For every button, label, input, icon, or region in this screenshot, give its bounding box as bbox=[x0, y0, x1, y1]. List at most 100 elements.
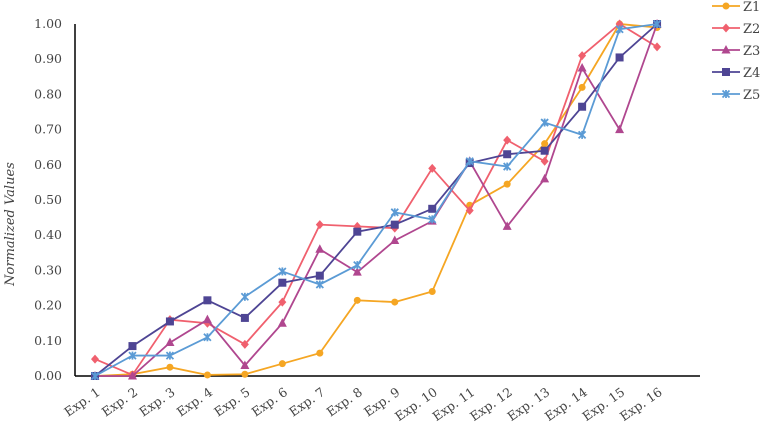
circle-marker-icon bbox=[316, 349, 324, 357]
x-tick-label: Exp. 5 bbox=[211, 384, 252, 419]
y-tick-label: 0.50 bbox=[34, 192, 62, 207]
diamond-marker-icon bbox=[540, 156, 549, 166]
star-marker-icon bbox=[652, 19, 662, 29]
triangle-marker-icon bbox=[315, 244, 325, 253]
legend-item-z2: Z2 bbox=[712, 22, 760, 37]
diamond-marker-icon bbox=[578, 51, 587, 61]
circle-marker-icon bbox=[278, 360, 286, 368]
square-marker-icon bbox=[503, 150, 512, 159]
triangle-marker-icon bbox=[240, 360, 250, 369]
series-line bbox=[94, 22, 658, 377]
diamond-marker-icon bbox=[653, 42, 662, 52]
triangle-marker-icon bbox=[615, 124, 625, 134]
legend-square-icon bbox=[722, 68, 730, 76]
y-tick-label: 0.30 bbox=[34, 262, 62, 277]
square-marker-icon bbox=[428, 204, 437, 213]
star-marker-icon bbox=[278, 267, 287, 276]
legend-label: Z3 bbox=[743, 44, 760, 59]
series-z2 bbox=[91, 19, 662, 380]
square-marker-icon bbox=[578, 102, 587, 111]
star-marker-icon bbox=[503, 162, 512, 171]
triangle-marker-icon bbox=[540, 173, 550, 183]
y-tick-label: 0.20 bbox=[34, 298, 62, 313]
star-marker-icon bbox=[90, 371, 100, 381]
legend-label: Z1 bbox=[743, 0, 760, 15]
square-marker-icon bbox=[165, 317, 174, 326]
star-marker-icon bbox=[203, 333, 212, 342]
triangle-marker-icon bbox=[127, 371, 137, 380]
x-tick-label: Exp. 2 bbox=[99, 384, 140, 419]
y-tick-label: 0.40 bbox=[34, 227, 62, 242]
star-marker-icon bbox=[428, 215, 437, 224]
square-marker-icon bbox=[203, 296, 212, 305]
circle-marker-icon bbox=[166, 363, 174, 371]
diamond-marker-icon bbox=[465, 206, 474, 216]
y-tick-label: 0.60 bbox=[34, 157, 62, 172]
x-tick-label: Exp. 8 bbox=[324, 384, 365, 419]
circle-marker-icon bbox=[578, 83, 586, 91]
circle-marker-icon bbox=[391, 298, 399, 306]
diamond-marker-icon bbox=[278, 297, 287, 307]
star-marker-icon bbox=[128, 351, 137, 360]
triangle-marker-icon bbox=[502, 221, 512, 230]
square-marker-icon bbox=[615, 53, 624, 62]
triangle-marker-icon bbox=[390, 235, 400, 244]
legend-item-z5: Z5 bbox=[712, 88, 760, 103]
series-line bbox=[95, 23, 658, 377]
legend-diamond-icon bbox=[722, 23, 730, 33]
circle-marker-icon bbox=[428, 288, 436, 296]
square-marker-icon bbox=[315, 271, 324, 280]
star-marker-icon bbox=[165, 351, 175, 360]
diamond-marker-icon bbox=[428, 163, 437, 173]
legend-item-z4: Z4 bbox=[712, 66, 760, 81]
diamond-marker-icon bbox=[240, 339, 249, 349]
star-marker-icon bbox=[465, 157, 474, 166]
x-tick-label: Exp. 6 bbox=[249, 384, 290, 419]
legend-star-icon bbox=[721, 89, 731, 99]
y-axis-ticks: 0.00 0.10 0.20 0.30 0.40 0.50 0.60 0.70 0.80 0.90… bbox=[34, 16, 62, 383]
legend-label: Z2 bbox=[743, 22, 760, 37]
diamond-marker-icon bbox=[503, 135, 512, 145]
series-line bbox=[94, 23, 658, 377]
legend-label: Z5 bbox=[743, 88, 760, 103]
circle-marker-icon bbox=[541, 140, 549, 148]
diamond-marker-icon bbox=[315, 220, 324, 230]
diamond-marker-icon bbox=[91, 354, 99, 364]
square-marker-icon bbox=[128, 342, 137, 351]
triangle-marker-icon bbox=[577, 63, 587, 72]
legend-item-z1: Z1 bbox=[712, 0, 760, 15]
square-marker-icon bbox=[278, 278, 287, 287]
legend-triangle-icon bbox=[721, 45, 731, 54]
legend-label: Z4 bbox=[743, 66, 760, 81]
circle-marker-icon bbox=[503, 180, 511, 188]
x-tick-label: Exp. 3 bbox=[136, 384, 177, 419]
square-marker-icon bbox=[353, 227, 362, 236]
star-marker-icon bbox=[577, 130, 587, 140]
legend: Z1 Z2 Z3 Z4 Z5 bbox=[712, 0, 760, 103]
star-marker-icon bbox=[240, 292, 250, 301]
y-tick-label: 0.00 bbox=[34, 368, 62, 383]
circle-marker-icon bbox=[203, 371, 211, 379]
legend-item-z3: Z3 bbox=[712, 44, 760, 59]
star-marker-icon bbox=[540, 118, 549, 127]
y-axis-label: Normalized Values bbox=[3, 162, 18, 287]
y-tick-label: 0.90 bbox=[34, 51, 62, 66]
triangle-marker-icon bbox=[202, 314, 212, 324]
triangle-marker-icon bbox=[277, 318, 287, 327]
y-tick-label: 0.70 bbox=[34, 122, 62, 137]
series-layer bbox=[90, 19, 662, 381]
x-tick-label: Exp. 16 bbox=[617, 384, 665, 424]
star-marker-icon bbox=[353, 260, 362, 270]
x-tick-label: Exp. 7 bbox=[286, 384, 327, 419]
star-marker-icon bbox=[390, 208, 399, 217]
square-marker-icon bbox=[540, 146, 549, 155]
circle-marker-icon bbox=[353, 296, 361, 304]
square-marker-icon bbox=[390, 220, 399, 229]
x-tick-label: Exp. 4 bbox=[174, 384, 215, 419]
series-line bbox=[94, 23, 658, 377]
star-marker-icon bbox=[315, 280, 324, 289]
triangle-marker-icon bbox=[352, 267, 362, 276]
square-marker-icon bbox=[240, 313, 249, 322]
legend-circle-icon bbox=[722, 2, 730, 10]
